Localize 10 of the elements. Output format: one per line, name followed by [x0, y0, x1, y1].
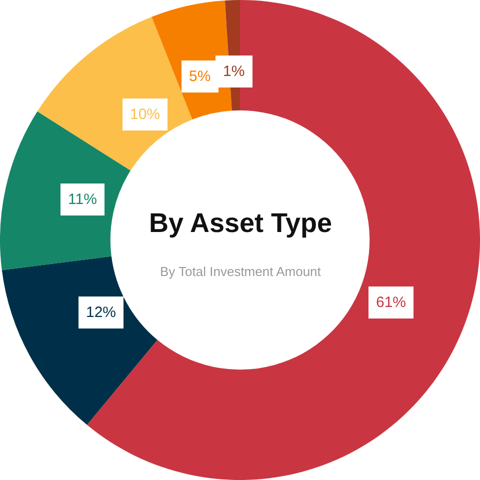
data-label: 12%	[86, 304, 116, 321]
data-label: 10%	[130, 106, 160, 123]
data-label: 1%	[223, 63, 245, 80]
text: By Asset Type	[149, 208, 332, 238]
data-label: 61%	[376, 294, 406, 311]
data-label: 11%	[68, 191, 97, 208]
donut-slice	[0, 111, 131, 270]
donut-slice	[2, 256, 158, 425]
data-label: 5%	[189, 68, 211, 85]
text: By Total Investment Amount	[160, 264, 322, 279]
